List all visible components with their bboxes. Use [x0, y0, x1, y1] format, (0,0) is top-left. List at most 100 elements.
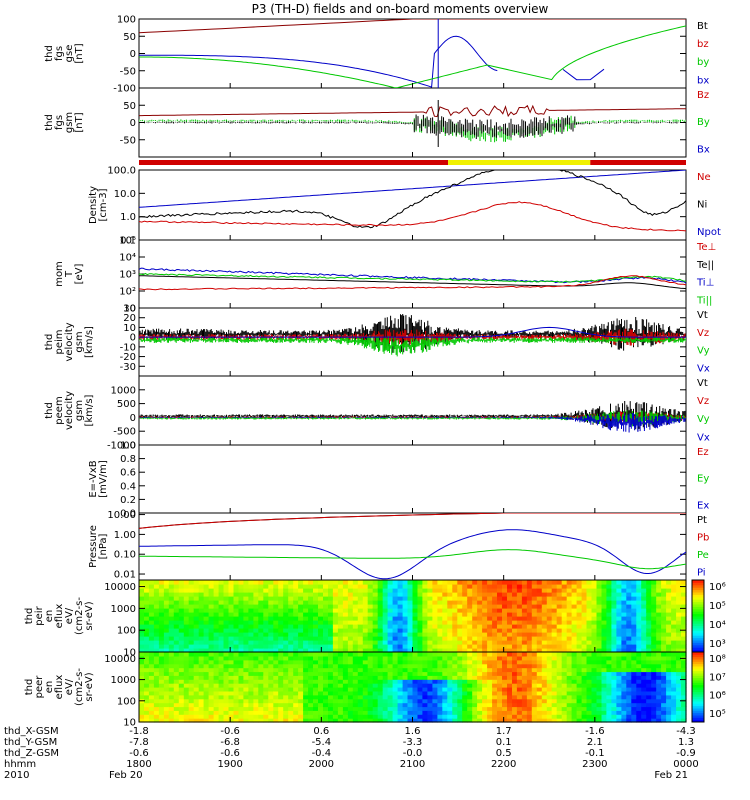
spectrogram-cell [497, 663, 503, 669]
y-axis-label: velocity [64, 391, 75, 430]
spectrogram-cell [362, 690, 369, 696]
spectrogram-cell [278, 648, 284, 653]
spectrogram-cell [676, 588, 682, 593]
spectrogram-cell [417, 690, 424, 696]
spectrogram-cell [144, 648, 150, 653]
spectrogram-cell [417, 687, 424, 692]
spectrogram-cell [452, 612, 458, 617]
spectrogram-cell [591, 667, 598, 673]
spectrogram-cell [387, 710, 394, 715]
spectrogram-cell [656, 714, 662, 719]
spectrogram-cell [258, 671, 264, 676]
spectrogram-cell [173, 679, 180, 684]
spectrogram-cell [512, 698, 518, 704]
spectrogram-cell [437, 624, 443, 629]
spectrogram-cell [457, 632, 463, 637]
spectrogram-cell [148, 714, 155, 719]
spectrogram-cell [233, 644, 240, 649]
spectrogram-cell [646, 679, 652, 684]
panel-frame [138, 307, 687, 377]
spectrogram-cell [397, 612, 404, 617]
spectrogram-cell [447, 604, 453, 609]
spectrogram-cell [422, 648, 428, 653]
spectrogram-cell [332, 640, 339, 645]
spectrogram-cell [581, 628, 588, 633]
spectrogram-cell [397, 687, 404, 692]
spectrogram-cell [377, 600, 384, 605]
spectrogram-cell [293, 640, 299, 645]
spectrogram-cell [208, 648, 215, 653]
spectrogram-cell [188, 683, 195, 688]
spectrogram-cell [258, 710, 264, 715]
colorbar-step [692, 687, 704, 690]
spectrogram-cell [681, 640, 687, 645]
spectrogram-cell [507, 620, 513, 625]
colorbar-step [692, 628, 704, 631]
colorbar-step [692, 656, 704, 660]
spectrogram-cell [601, 636, 608, 641]
spectrogram-cell [198, 628, 205, 633]
spectrogram-cell [417, 592, 424, 597]
spectrogram-cell [332, 600, 339, 605]
spectrogram-cell [332, 655, 339, 661]
spectrogram-cell [626, 655, 632, 661]
spectrogram-cell [432, 690, 438, 696]
spectrogram-cell [551, 644, 558, 649]
spectrogram-cell [571, 584, 578, 589]
spectrogram-cell [233, 604, 240, 609]
spectrogram-cell [521, 702, 528, 708]
spectrogram-cell [536, 612, 543, 617]
y-tick-label: 0.10 [114, 550, 136, 561]
status-bar-red [139, 160, 449, 165]
colorbar-step [692, 701, 704, 704]
spectrogram-cell [298, 652, 304, 657]
colorbar-step [692, 684, 704, 688]
spectrogram-cell [362, 663, 369, 669]
spectrogram-cell [626, 644, 632, 649]
spectrogram-cell [382, 624, 389, 629]
spectrogram-cell [402, 652, 409, 657]
spectrogram-cell [372, 710, 379, 715]
spectrogram-cell [442, 580, 448, 585]
spectrogram-cell [203, 675, 210, 680]
spectrogram-cell [521, 706, 528, 711]
spectrogram-cell [168, 584, 175, 589]
spectrogram-cell [263, 604, 269, 609]
spectrogram-cell [477, 608, 483, 613]
spectrogram-cell [651, 612, 657, 617]
spectrogram-cell [442, 652, 448, 657]
spectrogram-cell [347, 620, 354, 625]
spectrogram-cell [382, 687, 389, 692]
spectrogram-cell [193, 600, 200, 605]
spectrogram-cell [566, 675, 573, 680]
spectrogram-cell [616, 671, 622, 676]
spectrogram-cell [462, 690, 468, 696]
spectrogram-cell [641, 694, 647, 700]
spectrogram-cell [412, 702, 419, 708]
spectrogram-cell [626, 592, 632, 597]
spectrogram-cell [462, 679, 468, 684]
spectrogram-cell [656, 706, 662, 711]
spectrogram-cell [487, 584, 493, 589]
spectrogram-cell [233, 592, 240, 597]
spectrogram-cell [293, 671, 299, 676]
spectrogram-cell [541, 675, 548, 680]
spectrogram-cell [357, 652, 364, 657]
spectrogram-cell [541, 604, 548, 609]
spectrogram-cell [278, 580, 284, 585]
series-Vy [139, 336, 686, 357]
spectrogram-cell [641, 632, 647, 637]
spectrogram-cell [541, 671, 548, 676]
spectrogram-cell [308, 616, 314, 621]
spectrogram-cell [407, 648, 414, 653]
spectrogram-cell [318, 655, 324, 661]
spectrogram-cell [417, 636, 424, 641]
y-axis-label: gsm [74, 331, 85, 352]
spectrogram-cell [452, 592, 458, 597]
spectrogram-cell [492, 714, 498, 719]
spectrogram-cell [541, 652, 548, 657]
spectrogram-cell [457, 624, 463, 629]
spectrogram-cell [318, 687, 324, 692]
spectrogram-cell [173, 624, 180, 629]
y-tick-label: -100 [113, 84, 136, 95]
